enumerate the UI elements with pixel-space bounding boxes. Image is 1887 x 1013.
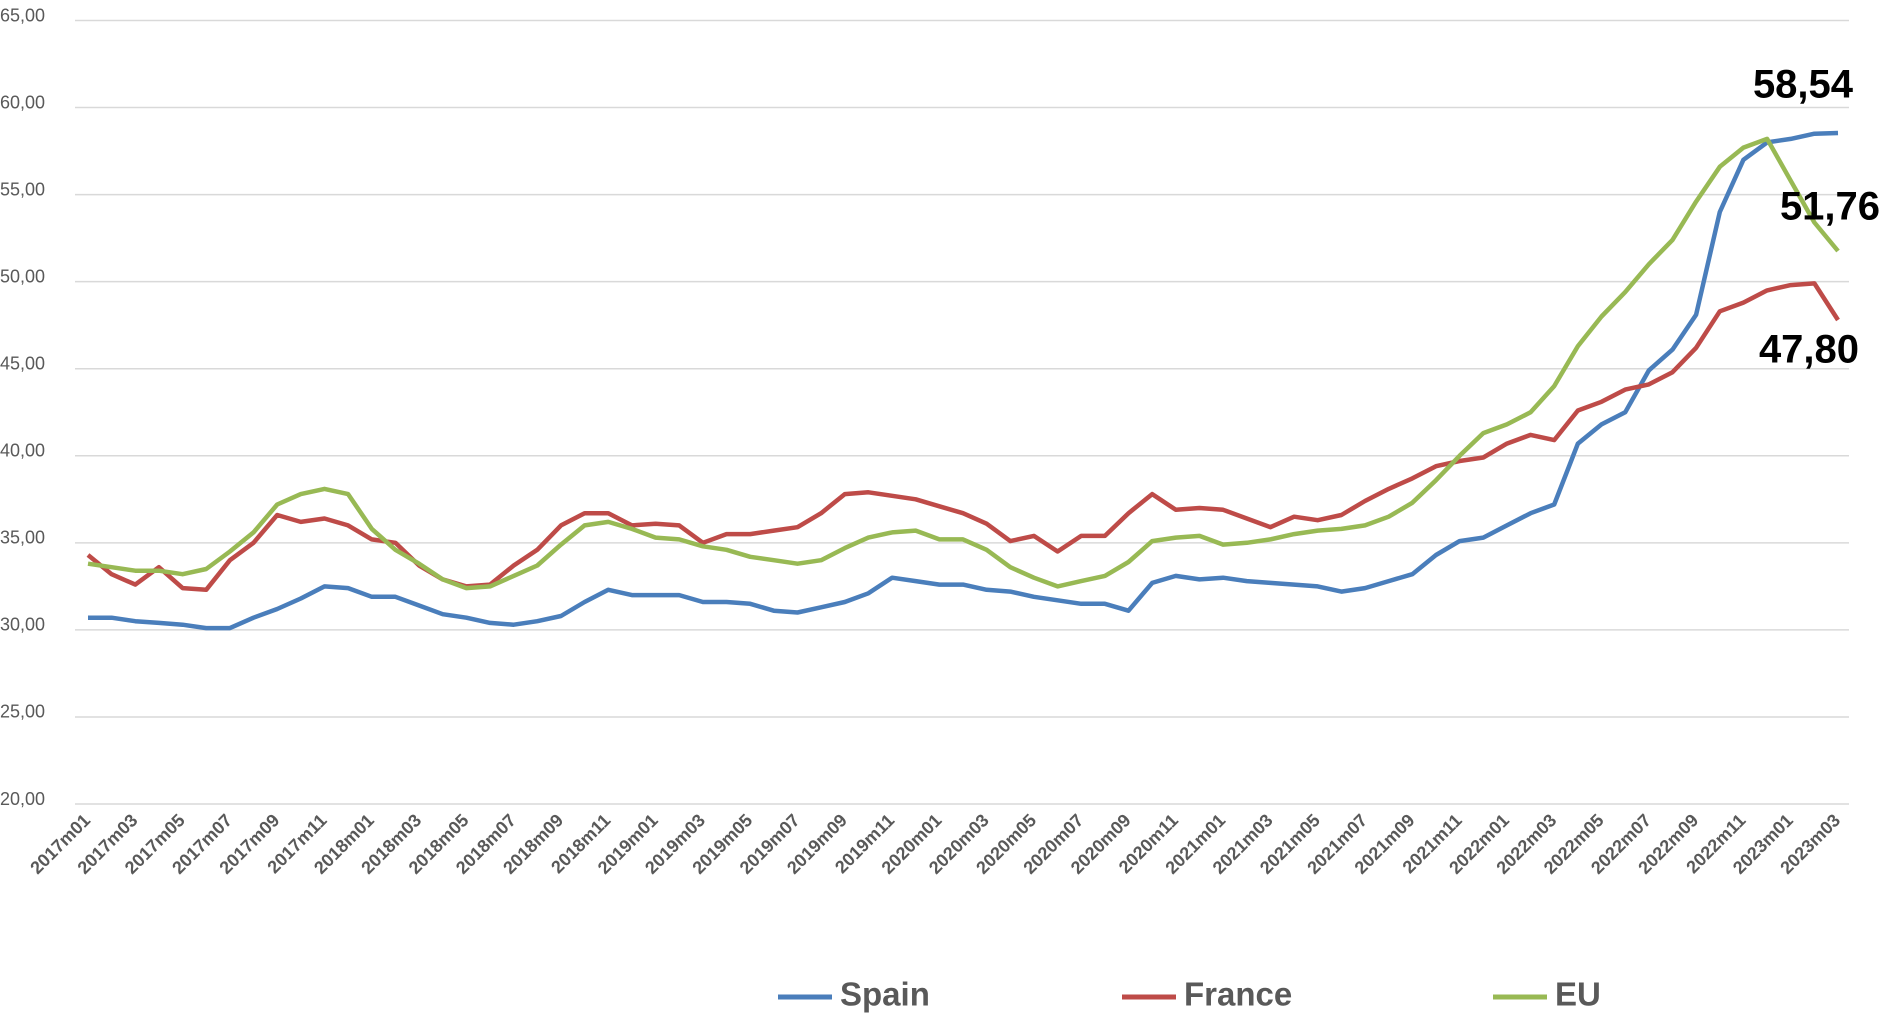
y-tick-label: 25,00 bbox=[0, 702, 45, 722]
y-tick-label: 60,00 bbox=[0, 92, 45, 112]
y-tick-label: 45,00 bbox=[0, 353, 45, 373]
y-tick-label: 50,00 bbox=[0, 266, 45, 286]
legend-label: Spain bbox=[840, 976, 930, 1013]
series-line bbox=[87, 136, 1840, 591]
value-label: 47,80 bbox=[1759, 328, 1859, 372]
y-tick-label: 40,00 bbox=[0, 441, 45, 461]
y-tick-label: 35,00 bbox=[0, 528, 45, 548]
series-line bbox=[88, 130, 1839, 631]
y-tick-label: 20,00 bbox=[0, 789, 45, 809]
y-tick-label: 30,00 bbox=[0, 615, 45, 635]
y-tick-label: 65,00 bbox=[0, 5, 45, 25]
legend-label: France bbox=[1184, 976, 1292, 1013]
series-line bbox=[86, 281, 1840, 593]
legend-label: EU bbox=[1555, 976, 1601, 1013]
y-tick-label: 55,00 bbox=[0, 179, 45, 199]
value-label: 51,76 bbox=[1780, 185, 1880, 229]
value-label: 58,54 bbox=[1753, 63, 1854, 107]
